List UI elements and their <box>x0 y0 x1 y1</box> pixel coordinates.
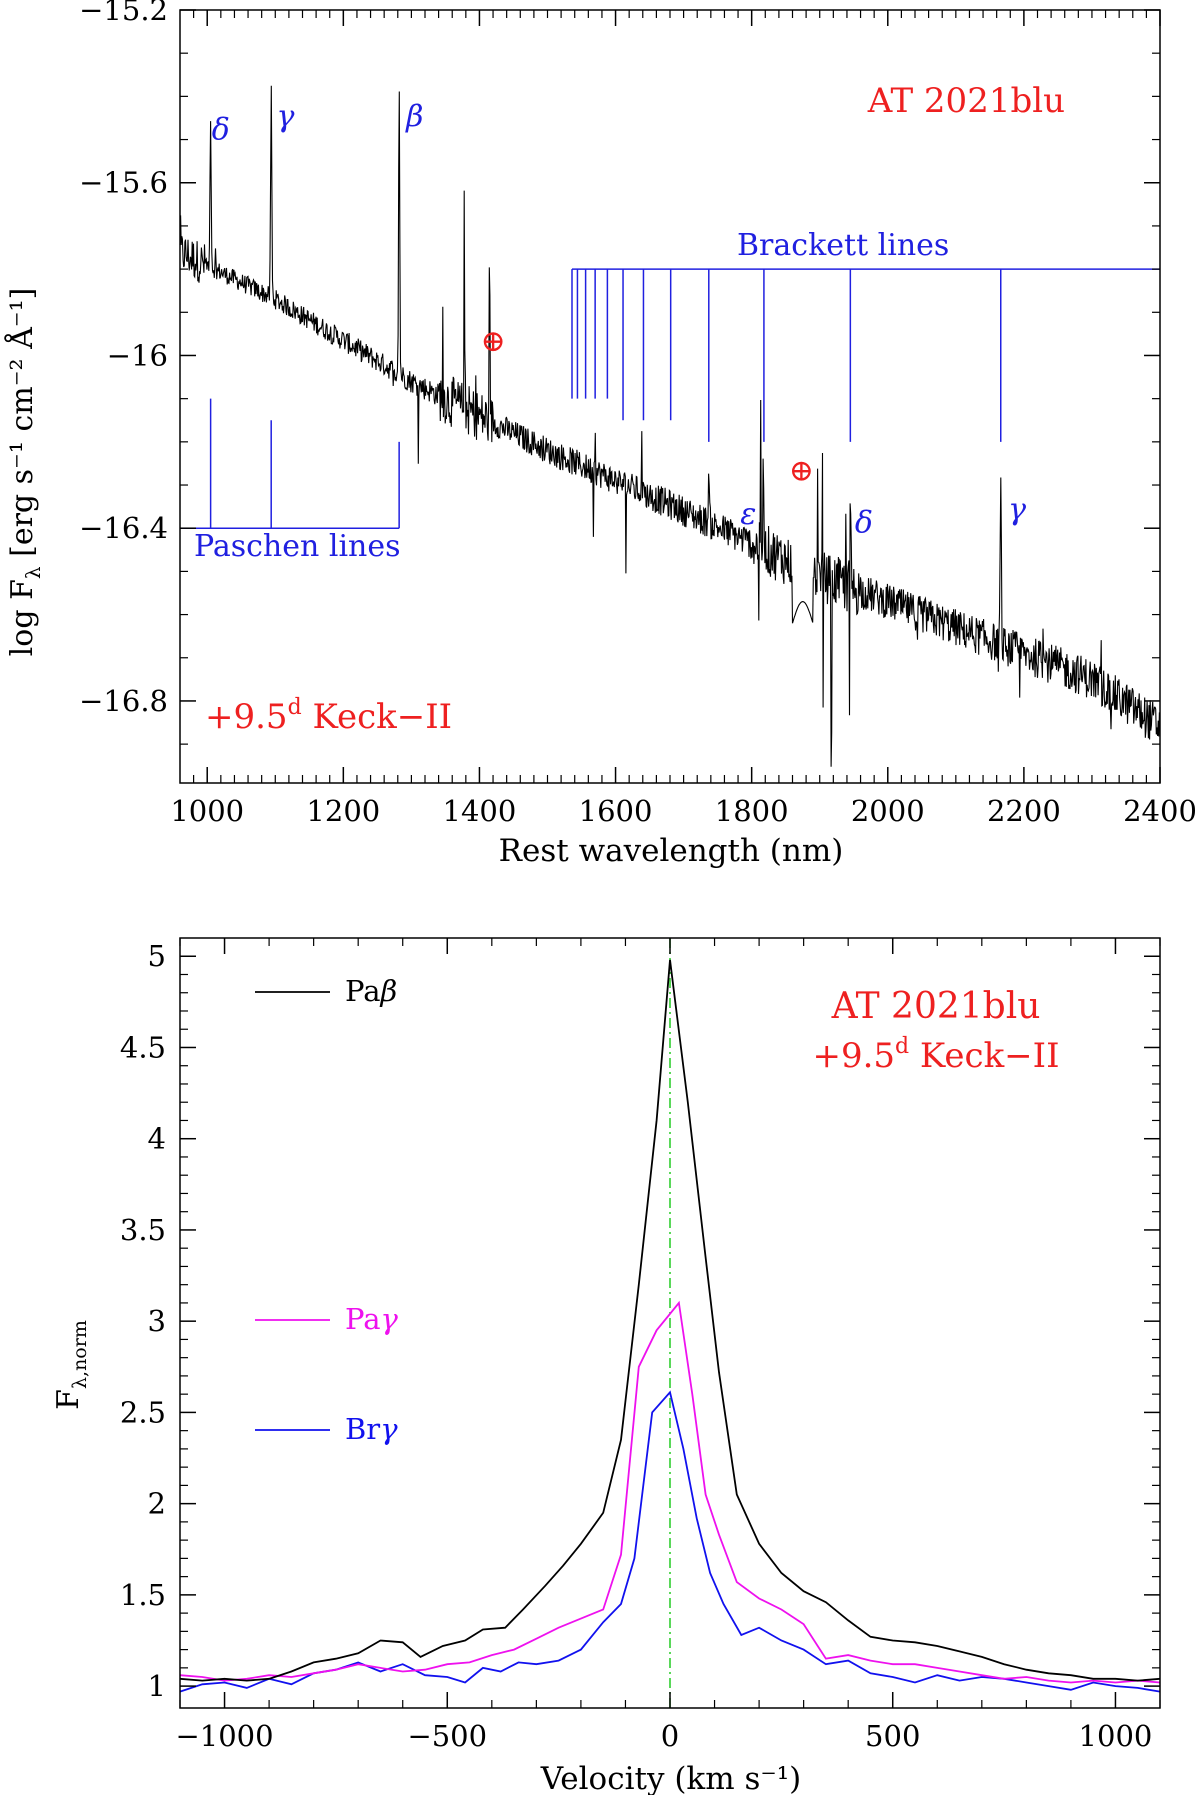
velocity-y-tick-label: 4.5 <box>120 1030 166 1064</box>
velocity-y-axis-label: Fλ,norm <box>51 1320 91 1410</box>
spectrum-y-axis-label: log Fλ [erg s⁻¹ cm⁻² Å⁻¹] <box>4 288 45 657</box>
velocity-legend: Paβ Paγ Brγ <box>255 974 399 1446</box>
velocity-instrument: Keck−II <box>920 1036 1060 1076</box>
velocity-y-tick-label: 1.5 <box>120 1578 166 1612</box>
velocity-panel: −1000 −500 0 500 1000 1 1.5 2 2.5 3 3.5 4 4.5 5 AT 20… <box>51 937 1161 1795</box>
spectrum-instrument-space <box>302 697 313 737</box>
series-line-br-gamma <box>179 1390 1161 1693</box>
spectrum-y-label-units: [erg s⁻¹ cm⁻² Å⁻¹] <box>4 288 40 557</box>
series-line-pa-beta <box>179 959 1161 1682</box>
spectrum-y-label-space <box>5 557 40 567</box>
emission-line-label: γ <box>277 100 295 135</box>
spectrum-x-tick-label: 1400 <box>443 794 517 828</box>
legend-label: Paβ <box>345 974 397 1008</box>
velocity-epoch-superscript: d <box>895 1034 909 1059</box>
series-line-pa-gamma <box>179 1300 1161 1684</box>
velocity-y-label-sub: λ,norm <box>69 1320 91 1389</box>
emission-line-label: δ <box>855 506 873 541</box>
spectrum-instrument: Keck−II <box>312 697 452 737</box>
emission-line-label: ε <box>740 497 756 532</box>
telluric-marker: ⊕ <box>789 454 814 489</box>
emission-line-label: β <box>405 100 423 135</box>
spectrum-y-tick-label: −15.6 <box>79 166 168 200</box>
velocity-marks <box>179 938 1161 1708</box>
velocity-y-label-main: F <box>51 1389 86 1410</box>
velocity-y-tick-label: 4 <box>148 1122 166 1156</box>
velocity-x-axis-label: Velocity (km s⁻¹) <box>540 1761 802 1795</box>
spectrum-epoch-label: +9.5d Keck−II <box>205 695 452 737</box>
spectrum-x-tick-label: 1000 <box>170 794 244 828</box>
spectrum-y-label-sub: λ <box>21 566 45 579</box>
velocity-x-tick-label: 0 <box>661 1719 679 1753</box>
velocity-x-tick-label: 1000 <box>1079 1719 1153 1753</box>
spectrum-x-axis-label: Rest wavelength (nm) <box>499 833 844 869</box>
spectrum-x-tick-label: 2200 <box>987 794 1061 828</box>
spectrum-x-tick-label: 2400 <box>1123 794 1197 828</box>
velocity-x-tick-label: 500 <box>865 1719 920 1753</box>
velocity-y-tick-label: 3.5 <box>120 1213 166 1247</box>
velocity-x-tick-label: −1000 <box>175 1719 273 1753</box>
brackett-series-label: Brackett lines <box>737 228 949 263</box>
velocity-y-tick-label: 5 <box>148 939 166 973</box>
spectrum-axis-ticks: 1000 1200 1400 1600 1800 2000 2200 2400 −15.2 −15… <box>79 0 1197 828</box>
spectrum-x-tick-label: 2000 <box>851 794 925 828</box>
spectrum-x-tick-label: 1600 <box>579 794 653 828</box>
velocity-axis-ticks: −1000 −500 0 500 1000 1 1.5 2 2.5 3 3.5 4 4.5 5 <box>120 938 1161 1753</box>
velocity-epoch-label: +9.5d Keck−II <box>812 1034 1059 1076</box>
velocity-y-tick-label: 1 <box>148 1669 166 1703</box>
velocity-x-tick-label: −500 <box>407 1719 487 1753</box>
spectrum-x-tick-label: 1800 <box>715 794 789 828</box>
spectrum-y-tick-label: −16 <box>107 338 168 372</box>
spectrum-y-label-main: log F <box>5 579 40 656</box>
velocity-title: AT 2021blu <box>831 986 1041 1027</box>
spectrum-marks: δ γ β ε δ γ ⊕ ⊕ <box>179 85 1160 767</box>
spectrum-epoch-value: +9.5 <box>205 697 288 737</box>
velocity-instrument-space <box>909 1036 920 1076</box>
spectrum-panel: δ γ β ε δ γ ⊕ ⊕ 1000 1200 1400 1600 1800 2000 2200 240… <box>4 0 1197 869</box>
spectrum-y-tick-label: −15.2 <box>79 0 168 27</box>
spectrum-x-tick-label: 1200 <box>306 794 380 828</box>
spectrum-epoch-superscript: d <box>288 695 302 720</box>
spectrum-y-tick-label: −16.4 <box>79 511 168 545</box>
velocity-y-tick-label: 3 <box>148 1304 166 1338</box>
spectrum-line <box>179 85 1160 767</box>
legend-label: Paγ <box>345 1302 399 1336</box>
paschen-series-label: Paschen lines <box>194 529 401 564</box>
velocity-epoch-value: +9.5 <box>812 1036 895 1076</box>
velocity-y-tick-label: 2 <box>148 1487 166 1521</box>
spectrum-title: AT 2021blu <box>867 81 1065 121</box>
legend-label: Brγ <box>345 1412 398 1446</box>
velocity-y-tick-label: 2.5 <box>120 1395 166 1429</box>
spectrum-y-tick-label: −16.8 <box>79 684 168 718</box>
emission-line-label: γ <box>1008 493 1026 528</box>
emission-line-label: δ <box>212 113 230 148</box>
telluric-marker: ⊕ <box>480 324 505 359</box>
